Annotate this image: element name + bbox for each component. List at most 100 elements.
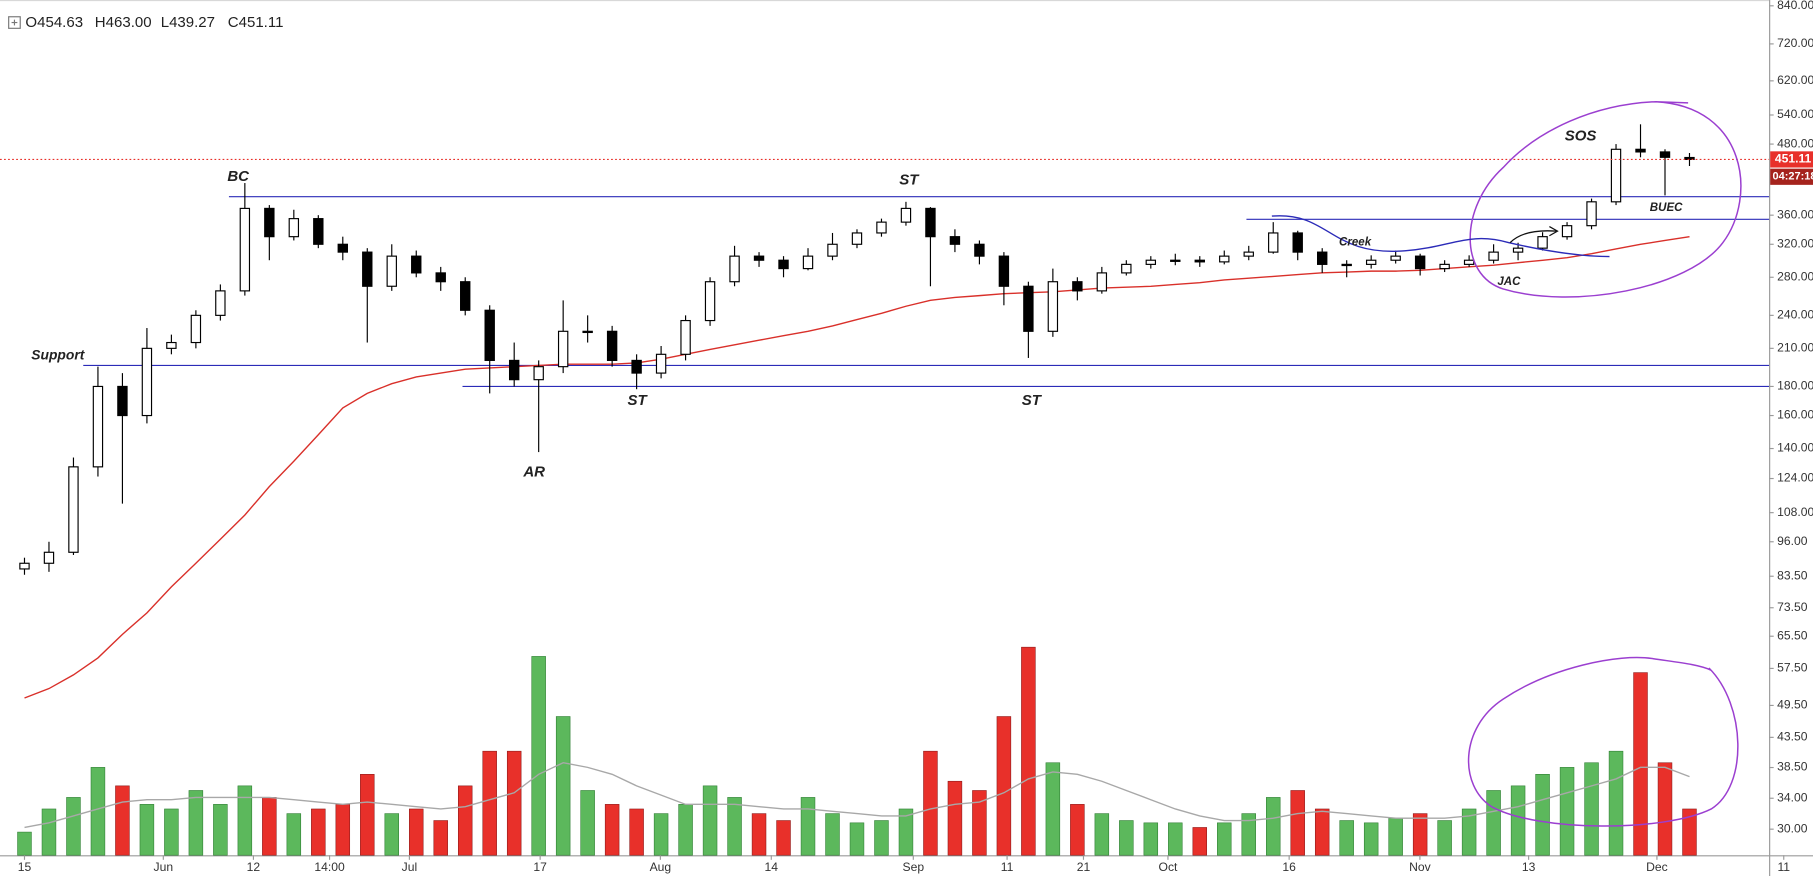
- candle-body: [925, 207, 936, 238]
- y-tick-label: 280.00: [1777, 269, 1813, 283]
- volume-bar: [188, 790, 204, 856]
- x-tick-label: Jun: [154, 860, 174, 874]
- y-tick-label: 124.00: [1777, 471, 1813, 485]
- volume-bar: [1608, 750, 1624, 856]
- candle-body: [411, 255, 422, 274]
- candle-body: [753, 255, 765, 261]
- jac-arrow: [1509, 230, 1557, 244]
- volume-bar: [482, 750, 497, 856]
- volume-bar: [629, 808, 644, 856]
- candle-body: [802, 255, 814, 270]
- candle-body: [1659, 151, 1671, 158]
- ma-line: [24, 235, 1690, 699]
- candle-body: [117, 385, 128, 417]
- candle-body: [1439, 263, 1450, 270]
- candle-body: [704, 281, 716, 322]
- candle-body: [582, 330, 593, 334]
- creek-curve: [1271, 215, 1610, 258]
- x-tick-label: Jul: [402, 860, 418, 874]
- y-tick-label: 83.50: [1777, 568, 1808, 582]
- volume-bar: [1412, 813, 1428, 856]
- candle-body: [508, 359, 520, 381]
- volume-bar: [1339, 820, 1354, 856]
- volume-bar: [1314, 808, 1330, 856]
- x-tick-label: 11: [1777, 860, 1790, 874]
- volume-bar: [1241, 813, 1256, 856]
- volume-bar: [972, 790, 987, 856]
- y-tick-label: 108.00: [1777, 505, 1813, 519]
- y-tick-label: 840.00: [1777, 0, 1813, 12]
- y-tick-label: 160.00: [1777, 408, 1813, 422]
- x-tick-label: 21: [1077, 860, 1091, 874]
- volume-bar: [800, 797, 816, 856]
- volume-bar: [1559, 767, 1575, 856]
- candle-body: [1463, 259, 1475, 265]
- y-tick-label: 43.50: [1777, 730, 1808, 744]
- volume-bar: [213, 804, 228, 856]
- candle-body: [1121, 263, 1132, 274]
- candle-body: [239, 207, 251, 292]
- candle-body: [1096, 272, 1108, 292]
- candle-body: [264, 207, 275, 238]
- volume-bar: [433, 820, 448, 856]
- x-tick-label: 14:00: [314, 860, 345, 874]
- x-tick-label: 14: [765, 860, 779, 874]
- last-price-tag: [1770, 151, 1813, 168]
- ohlc-low: L439.27: [161, 14, 215, 31]
- volume-bar: [139, 804, 155, 856]
- volume-bar: [1266, 797, 1281, 856]
- volume-bar: [1486, 790, 1501, 856]
- candle-body: [288, 218, 300, 238]
- annotation: Support: [31, 347, 86, 363]
- volume-bar: [702, 785, 718, 856]
- volume-bar: [531, 656, 546, 856]
- x-tick-label: 16: [1282, 860, 1296, 874]
- candle-body: [876, 221, 887, 234]
- x-tick-label: Nov: [1409, 860, 1432, 874]
- x-tick-label: Aug: [650, 860, 672, 874]
- volume-bar: [17, 831, 32, 856]
- volume-ellipse: [1467, 656, 1739, 827]
- candle-body: [484, 309, 495, 361]
- annotation: JAC: [1497, 276, 1521, 288]
- candle-body: [655, 353, 667, 374]
- volume-bar: [286, 813, 302, 856]
- candle-body: [1194, 259, 1205, 263]
- volume-bar: [311, 808, 326, 856]
- candle-body: [19, 562, 30, 570]
- volume-bar: [1192, 827, 1208, 856]
- candle-body: [900, 207, 912, 223]
- volume-bar: [409, 808, 424, 856]
- candle-body: [1684, 156, 1695, 161]
- countdown-label: 04:27:18: [1773, 171, 1813, 183]
- candle-body: [1610, 148, 1622, 203]
- candle-body: [1317, 251, 1328, 265]
- x-tick-label: Sep: [903, 860, 925, 874]
- candle-body: [1219, 255, 1230, 263]
- last-price-label: 451.11: [1775, 152, 1812, 166]
- volume-bar: [1633, 672, 1648, 856]
- legend-toggle[interactable]: [8, 16, 21, 29]
- y-tick-label: 96.00: [1777, 534, 1808, 548]
- annotation: AR: [522, 464, 545, 481]
- candle-body: [68, 466, 79, 553]
- y-tick-label: 38.50: [1777, 760, 1808, 774]
- ohlc-close: C451.11: [228, 14, 284, 31]
- volume-bar: [678, 804, 693, 856]
- candle-body: [1243, 251, 1254, 257]
- candle-body: [1414, 255, 1426, 270]
- volume-bar: [1535, 774, 1550, 856]
- candle-body: [1488, 251, 1499, 261]
- candle-body: [1512, 247, 1524, 253]
- volume-bar: [1021, 646, 1036, 856]
- candle-body: [215, 290, 226, 316]
- candle-body: [460, 281, 471, 311]
- x-tick-label: Oct: [1159, 860, 1178, 874]
- volume-bar: [66, 797, 81, 856]
- jac-arrowhead: [1549, 225, 1559, 237]
- candle-body: [1537, 236, 1548, 249]
- candle-body: [1635, 148, 1646, 153]
- y-tick-label: 480.00: [1777, 136, 1813, 150]
